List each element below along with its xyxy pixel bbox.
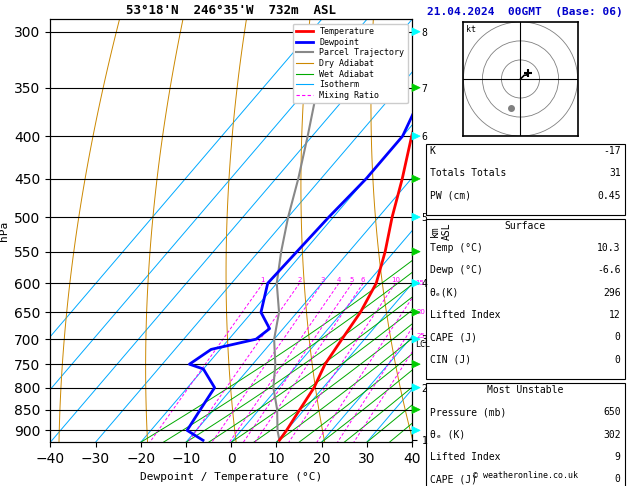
- Text: © weatheronline.co.uk: © weatheronline.co.uk: [473, 471, 577, 480]
- Text: CIN (J): CIN (J): [430, 355, 471, 365]
- Text: Pressure (mb): Pressure (mb): [430, 407, 506, 417]
- Text: Temp (°C): Temp (°C): [430, 243, 482, 253]
- Text: 9: 9: [615, 452, 621, 462]
- Bar: [426, 144, 625, 215]
- Text: 12: 12: [609, 310, 621, 320]
- X-axis label: Dewpoint / Temperature (°C): Dewpoint / Temperature (°C): [140, 471, 322, 482]
- Text: θₑ(K): θₑ(K): [430, 288, 459, 298]
- Text: 10.3: 10.3: [597, 243, 621, 253]
- Text: CAPE (J): CAPE (J): [430, 332, 477, 343]
- Text: 6: 6: [361, 277, 365, 283]
- Text: 0: 0: [615, 474, 621, 485]
- Text: Totals Totals: Totals Totals: [430, 168, 506, 178]
- Text: PW (cm): PW (cm): [430, 191, 471, 201]
- Text: 0: 0: [615, 355, 621, 365]
- Text: kt: kt: [465, 25, 476, 35]
- Y-axis label: hPa: hPa: [0, 221, 9, 241]
- Bar: [426, 219, 625, 379]
- Text: 25: 25: [416, 333, 425, 339]
- Text: Lifted Index: Lifted Index: [430, 310, 500, 320]
- Text: 3: 3: [320, 277, 325, 283]
- Text: 0: 0: [615, 332, 621, 343]
- Text: 5: 5: [350, 277, 354, 283]
- Bar: [426, 383, 625, 486]
- Text: 0.45: 0.45: [597, 191, 621, 201]
- Text: LCL: LCL: [416, 340, 431, 349]
- Text: 296: 296: [603, 288, 621, 298]
- Y-axis label: km
ASL: km ASL: [430, 222, 452, 240]
- Text: 302: 302: [603, 430, 621, 440]
- Text: 10: 10: [391, 277, 400, 283]
- Text: θₑ (K): θₑ (K): [430, 430, 465, 440]
- Text: Surface: Surface: [504, 221, 546, 231]
- Text: 20: 20: [416, 309, 425, 315]
- Text: 21.04.2024  00GMT  (Base: 06): 21.04.2024 00GMT (Base: 06): [427, 7, 623, 17]
- Text: 4: 4: [337, 277, 341, 283]
- Text: CAPE (J): CAPE (J): [430, 474, 477, 485]
- Text: -17: -17: [603, 146, 621, 156]
- Text: -6.6: -6.6: [597, 265, 621, 276]
- Text: Lifted Index: Lifted Index: [430, 452, 500, 462]
- Text: 31: 31: [609, 168, 621, 178]
- Text: 2: 2: [298, 277, 302, 283]
- Text: 1: 1: [260, 277, 265, 283]
- Text: K: K: [430, 146, 436, 156]
- Title: 53°18'N  246°35'W  732m  ASL: 53°18'N 246°35'W 732m ASL: [126, 4, 336, 17]
- Text: Most Unstable: Most Unstable: [487, 385, 564, 395]
- Text: 15: 15: [416, 280, 425, 286]
- Text: 650: 650: [603, 407, 621, 417]
- Text: Dewp (°C): Dewp (°C): [430, 265, 482, 276]
- Legend: Temperature, Dewpoint, Parcel Trajectory, Dry Adiabat, Wet Adiabat, Isotherm, Mi: Temperature, Dewpoint, Parcel Trajectory…: [293, 24, 408, 103]
